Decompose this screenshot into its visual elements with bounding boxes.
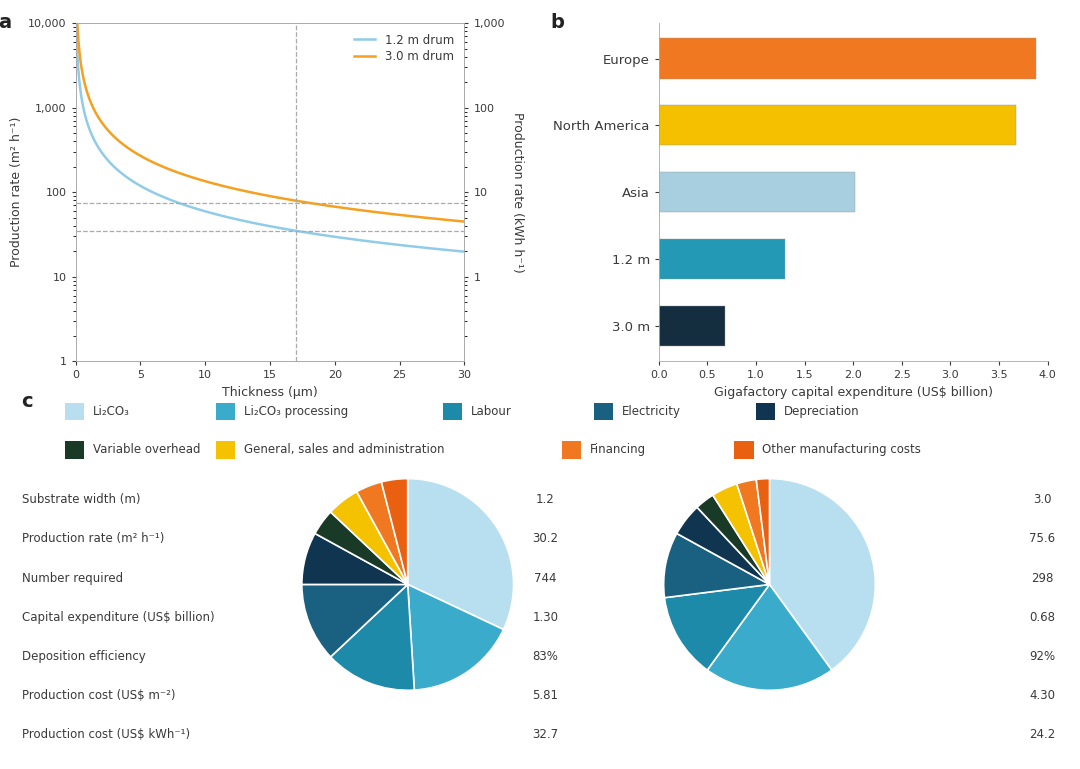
Wedge shape	[697, 495, 769, 584]
Text: General, sales and administration: General, sales and administration	[244, 444, 445, 456]
1.2 m drum	[408, 242, 421, 251]
Wedge shape	[756, 478, 770, 584]
Bar	[659, 239, 785, 279]
Bar	[659, 306, 725, 346]
1.2 m drum	[218, 212, 231, 221]
Text: 32.7: 32.7	[532, 728, 558, 741]
Bar	[65, 441, 84, 458]
Legend: 1.2 m drum, 3.0 m drum: 1.2 m drum, 3.0 m drum	[349, 29, 459, 68]
Wedge shape	[356, 482, 408, 584]
Text: 24.2: 24.2	[1029, 728, 1055, 741]
Wedge shape	[707, 584, 832, 691]
Text: Li₂CO₃: Li₂CO₃	[93, 405, 130, 418]
Wedge shape	[330, 491, 408, 584]
3.0 m drum	[450, 216, 463, 225]
Text: 92%: 92%	[1029, 650, 1055, 663]
Text: Production rate (m² h⁻¹): Production rate (m² h⁻¹)	[22, 532, 164, 545]
Text: Financing: Financing	[590, 444, 646, 456]
Text: 0.68: 0.68	[1029, 611, 1055, 624]
Text: 1.30: 1.30	[532, 611, 558, 624]
Text: Production cost (US$ m⁻²): Production cost (US$ m⁻²)	[22, 689, 175, 702]
Text: Other manufacturing costs: Other manufacturing costs	[762, 444, 921, 456]
Wedge shape	[664, 534, 769, 598]
Wedge shape	[713, 484, 769, 584]
Text: 75.6: 75.6	[1029, 532, 1055, 545]
Bar	[562, 441, 581, 458]
Text: 744: 744	[535, 571, 556, 584]
Text: Electricity: Electricity	[622, 405, 681, 418]
Text: Labour: Labour	[471, 405, 512, 418]
3.0 m drum	[114, 138, 127, 147]
Wedge shape	[301, 534, 408, 584]
Text: 4.30: 4.30	[1029, 689, 1055, 702]
Bar	[216, 403, 235, 420]
1.2 m drum	[114, 168, 127, 177]
Wedge shape	[301, 584, 408, 657]
Bar	[443, 403, 462, 420]
Text: 83%: 83%	[532, 650, 558, 663]
Bar	[734, 441, 754, 458]
Text: Number required: Number required	[22, 571, 123, 584]
X-axis label: Thickness (μm): Thickness (μm)	[222, 386, 318, 399]
3.0 m drum	[458, 217, 471, 226]
Text: 3.0: 3.0	[1032, 494, 1052, 506]
Wedge shape	[407, 478, 513, 630]
Text: c: c	[22, 392, 33, 411]
1.2 m drum	[450, 246, 463, 255]
Wedge shape	[330, 584, 415, 691]
1.2 m drum	[137, 183, 150, 192]
Y-axis label: Production rate (kWh h⁻¹): Production rate (kWh h⁻¹)	[511, 112, 525, 273]
Text: Production cost (US$ kWh⁻¹): Production cost (US$ kWh⁻¹)	[22, 728, 190, 741]
Text: Substrate width (m): Substrate width (m)	[22, 494, 140, 506]
Bar	[659, 105, 1016, 145]
Wedge shape	[408, 584, 503, 690]
Text: 1.2: 1.2	[536, 494, 555, 506]
Line: 1.2 m drum: 1.2 m drum	[77, 17, 464, 251]
Bar	[756, 403, 775, 420]
Wedge shape	[677, 508, 769, 584]
Text: Variable overhead: Variable overhead	[93, 444, 201, 456]
Bar	[594, 403, 613, 420]
1.2 m drum	[70, 12, 83, 22]
3.0 m drum	[408, 212, 421, 221]
Text: Li₂CO₃ processing: Li₂CO₃ processing	[244, 405, 349, 418]
Bar	[659, 38, 1036, 78]
1.2 m drum	[458, 247, 471, 256]
Bar	[659, 172, 855, 212]
Text: a: a	[0, 13, 11, 32]
3.0 m drum	[137, 153, 150, 162]
Line: 3.0 m drum: 3.0 m drum	[77, 0, 464, 221]
X-axis label: Gigafactory capital expenditure (US$ billion): Gigafactory capital expenditure (US$ bil…	[714, 386, 993, 399]
Text: 30.2: 30.2	[532, 532, 558, 545]
Bar	[65, 403, 84, 420]
Text: 5.81: 5.81	[532, 689, 558, 702]
1.2 m drum	[235, 216, 248, 225]
3.0 m drum	[235, 186, 248, 195]
Wedge shape	[381, 478, 408, 584]
Y-axis label: Production rate (m² h⁻¹): Production rate (m² h⁻¹)	[10, 117, 23, 268]
Text: Depreciation: Depreciation	[784, 405, 860, 418]
Wedge shape	[315, 512, 408, 584]
Wedge shape	[664, 584, 769, 670]
Text: 298: 298	[1031, 571, 1053, 584]
Wedge shape	[737, 479, 769, 584]
Wedge shape	[769, 478, 875, 670]
Text: Capital expenditure (US$ billion): Capital expenditure (US$ billion)	[22, 611, 214, 624]
Bar	[216, 441, 235, 458]
3.0 m drum	[218, 181, 231, 191]
Text: b: b	[550, 13, 564, 32]
Text: Deposition efficiency: Deposition efficiency	[22, 650, 146, 663]
